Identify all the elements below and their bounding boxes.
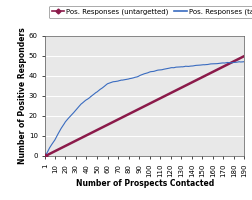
Y-axis label: Number of Positive Responders: Number of Positive Responders — [18, 28, 27, 164]
X-axis label: Number of Prospects Contacted: Number of Prospects Contacted — [76, 179, 214, 188]
Legend: Pos. Responses (untargetted), Pos. Responses (targetted): Pos. Responses (untargetted), Pos. Respo… — [49, 6, 252, 18]
